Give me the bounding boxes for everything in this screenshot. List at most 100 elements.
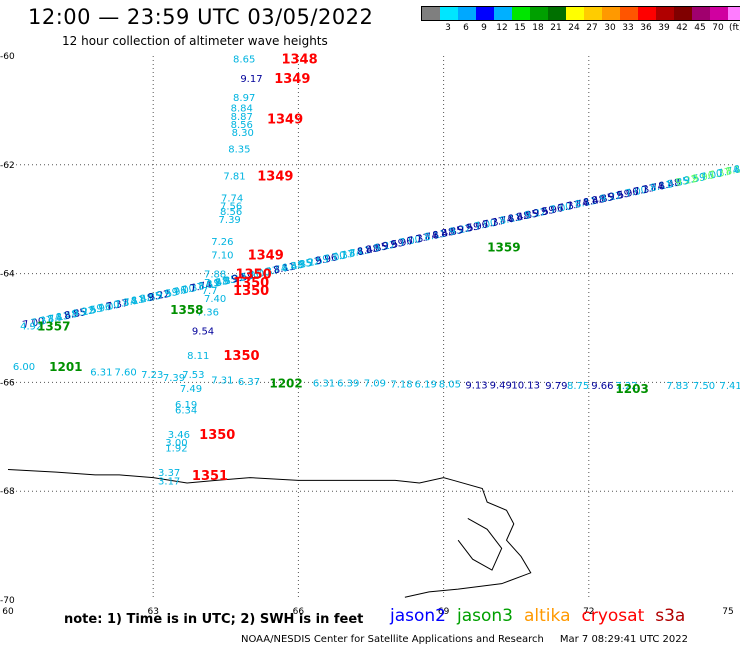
track-wave-height: 9.59 [457,221,481,236]
wave-height-value: 3.46 [168,430,190,441]
track-wave-height: 8.85 [214,274,238,289]
track-wave-height: 9.96 [616,187,640,202]
track-wave-height: 7.37 [105,298,129,313]
wave-height-value: 7.22 [615,381,637,392]
track-wave-height: 8.11 [348,245,372,260]
track-wave-height: 8.85 [63,307,87,322]
pass-time-jason3: 1357 [37,319,70,333]
track-wave-height: 7.00 [97,300,121,315]
track-wave-height: 8.11 [273,261,297,276]
pass-time-cryosat: 1351 [192,469,228,484]
track-wave-height: 9.96 [89,302,113,317]
wave-height-value: 6.00 [13,362,35,373]
wave-height-value: 8.35 [228,144,250,155]
wave-height-value: 7.23 [141,370,163,381]
track-wave-height: 7.00 [474,218,498,233]
track-wave-height: 7.74 [490,214,514,229]
pass-time-cryosat: 1350 [233,276,269,291]
legend-swatch [422,7,440,20]
track-wave-height: 8.48 [130,292,154,307]
legend-label: 6 [463,23,469,33]
wave-height-value: 6.37 [238,377,260,388]
legend-swatch [710,7,728,20]
track-wave-height: 9.59 [231,271,255,286]
wave-height-value: 9.49 [490,381,512,392]
legend-swatch [584,7,602,20]
wave-height-value: 7.10 [211,251,233,262]
track-wave-height: 9.22 [72,305,96,320]
wave-height-value: 8.87 [231,112,253,123]
track-wave-height: 7.37 [181,281,205,296]
pass-time-jason3: 1203 [615,382,648,396]
track-wave-height: 9.59 [155,287,179,302]
pass-time-jason3: 1359 [487,240,520,254]
wave-height-value: 6.34 [175,406,197,417]
track-wave-height: 7.74 [340,247,364,262]
track-wave-height: 8.85 [365,241,389,256]
wave-height-value: 9.66 [591,381,613,392]
track-wave-height: 9.96 [164,285,188,300]
legend-swatch [638,7,656,20]
wave-height-value: 7.9 [204,278,220,289]
timestamp-text: Mar 7 08:29:41 UTC 2022 [559,634,688,645]
wave-height-value: 8.30 [232,128,254,139]
wave-height-value: 8.75 [567,381,589,392]
legend-swatch [620,7,638,20]
track-wave-height: 7.74 [114,296,138,311]
wave-height-value: 1.92 [165,444,187,455]
pass-time-cryosat: 1348 [281,53,317,68]
track-wave-height: 9.59 [306,254,330,269]
pass-time-jason3: 1358 [170,303,203,317]
track-wave-height: 9.22 [524,207,548,222]
pass-time-cryosat: 1349 [257,170,293,185]
track-wave-height: 9.59 [683,172,707,187]
pass-time-jason3: 1202 [269,376,302,390]
legend-swatch [674,7,692,20]
track-wave-height: 9.96 [691,170,715,185]
track-wave-height: 8.85 [666,176,690,191]
wave-height-value: 7.39 [219,215,241,226]
legend-swatch [530,7,548,20]
x-axis-label: 72 [583,607,594,617]
track-wave-height: 9.59 [80,303,104,318]
satellite-s3a: s3a [655,606,686,626]
wave-height-value: 7.40 [204,294,226,305]
wave-height-value: 7.81 [223,172,245,183]
track-wave-height: 9.22 [373,240,397,255]
wave-height-value: 8.97 [233,93,255,104]
track-wave-height: 8.48 [733,161,740,176]
track-wave-height: 7.37 [407,232,431,247]
legend-label: 27 [586,23,598,33]
footer: NOAA/NESDIS Center for Satellite Applica… [241,634,688,645]
credit-text: NOAA/NESDIS Center for Satellite Applica… [241,634,544,645]
legend-swatches [421,6,740,21]
wave-height-value: 3.17 [158,476,180,487]
legend-label: 18 [532,23,544,33]
track-wave-height: 8.48 [206,276,230,291]
wave-height-value: 8.05 [439,379,461,390]
y-axis-label: -62 [0,161,15,171]
wave-height-value: 10.13 [511,381,540,392]
legend-swatch [566,7,584,20]
track-wave-height: 9.96 [465,219,489,234]
track-wave-height: 8.48 [507,210,531,225]
track-wave-height: 8.48 [281,260,305,275]
legend-label: 9 [481,23,487,33]
track-wave-height: 7.37 [708,167,732,182]
legend-swatch [512,7,530,20]
wave-height-value: 9.17 [240,74,262,85]
legend-label: 3 [445,23,451,33]
legend-swatch [476,7,494,20]
legend-unit: (ft) [729,23,740,33]
wave-height-value: 8.11 [187,351,209,362]
pass-time-cryosat: 1349 [274,72,310,87]
track-wave-height: 8.11 [47,311,71,326]
wave-height-value: 7.36 [197,308,219,319]
pass-time-cryosat: 1349 [267,113,303,128]
track-wave-height: 7.00 [22,316,46,331]
track-wave-height: 8.85 [289,258,313,273]
track-wave-height: 8.48 [55,309,79,324]
track-wave-height: 7.37 [30,314,54,329]
track-wave-height: 8.85 [591,192,615,207]
x-axis-label: 63 [147,607,158,617]
